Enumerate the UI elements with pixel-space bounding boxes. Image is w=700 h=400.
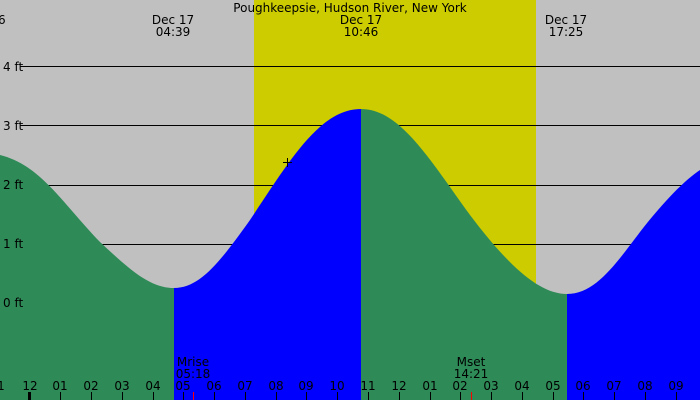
x-label: 02	[452, 379, 468, 393]
midnight-tick	[28, 392, 31, 400]
x-label: 09	[298, 379, 314, 393]
x-label: 1	[0, 379, 5, 393]
x-label: 06	[206, 379, 222, 393]
hour-ticks	[60, 392, 677, 400]
y-label-0ft: 0 ft	[3, 296, 24, 310]
moonrise-label: Mrise	[176, 355, 210, 369]
x-label: 07	[237, 379, 253, 393]
x-label: 10	[329, 379, 345, 393]
moonset-time: 14:21	[453, 367, 489, 381]
x-label: 12	[22, 379, 38, 393]
x-label: 03	[483, 379, 499, 393]
left-partial-label: 6	[0, 13, 6, 27]
y-label-1ft: 1 ft	[3, 237, 24, 251]
moonrise-time: 05:18	[175, 367, 211, 381]
falling-tide-area-1	[0, 155, 174, 400]
event-2-time: 10:46	[343, 25, 379, 39]
event-1-date: Dec 17	[151, 13, 195, 27]
x-label: 05	[175, 379, 191, 393]
current-time-marker	[283, 158, 292, 167]
x-label: 11	[360, 379, 376, 393]
x-label: 01	[422, 379, 438, 393]
event-3-date: Dec 17	[544, 13, 588, 27]
x-label: 06	[575, 379, 591, 393]
y-label-4ft: 4 ft	[3, 60, 24, 74]
x-label: 05	[545, 379, 561, 393]
x-label: 12	[391, 379, 407, 393]
x-label: 08	[268, 379, 284, 393]
x-label: 07	[606, 379, 622, 393]
y-label-2ft: 2 ft	[3, 178, 24, 192]
x-label: 04	[145, 379, 161, 393]
x-label: 08	[637, 379, 653, 393]
x-label: 01	[52, 379, 68, 393]
event-1-time: 04:39	[155, 25, 191, 39]
event-3-time: 17:25	[548, 25, 584, 39]
rising-tide-area-1	[174, 109, 361, 400]
x-label: 03	[114, 379, 130, 393]
x-label: 02	[83, 379, 99, 393]
falling-tide-area-2	[361, 109, 567, 400]
event-2-date: Dec 17	[339, 13, 383, 27]
x-label: 04	[514, 379, 530, 393]
chart-title: Poughkeepsie, Hudson River, New York	[233, 1, 467, 15]
rising-tide-area-2	[567, 170, 700, 400]
y-label-3ft: 3 ft	[3, 119, 24, 133]
moonset-label: Mset	[456, 355, 486, 369]
x-label: 09	[668, 379, 684, 393]
